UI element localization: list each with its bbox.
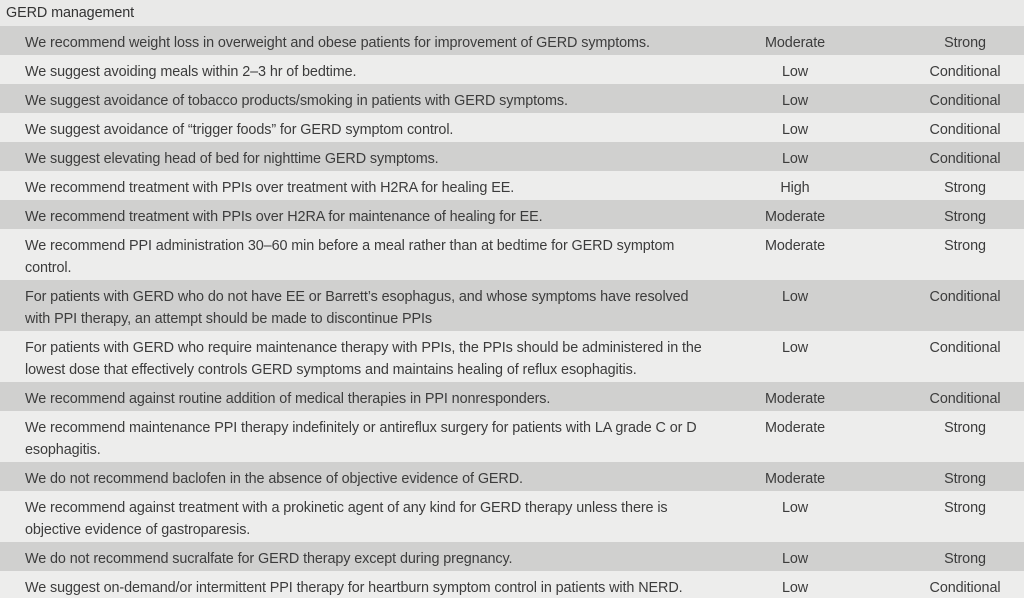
evidence-quality: High <box>780 180 810 196</box>
table-row: We recommend maintenance PPI therapy ind… <box>0 411 1024 462</box>
evidence-quality: Low <box>781 551 809 567</box>
table-row: We recommend treatment with PPIs over H2… <box>0 200 1024 229</box>
recommendations-table: We recommend weight loss in overweight a… <box>0 26 1024 598</box>
recommendation-text: We recommend maintenance PPI therapy ind… <box>25 420 697 458</box>
evidence-quality: Low <box>781 500 809 516</box>
recommendation-text: We recommend against routine addition of… <box>25 391 551 407</box>
recommendation-text: We suggest avoidance of “trigger foods” … <box>25 122 454 138</box>
recommendation-text: We recommend PPI administration 30–60 mi… <box>25 238 675 276</box>
evidence-quality: Moderate <box>765 420 825 436</box>
recommendation-text: We suggest avoiding meals within 2–3 hr … <box>25 64 357 80</box>
table-row: We recommend PPI administration 30–60 mi… <box>0 229 1024 280</box>
table-row: We suggest elevating head of bed for nig… <box>0 142 1024 171</box>
recommendation-text: For patients with GERD who require maint… <box>25 340 702 378</box>
recommendation-text: For patients with GERD who do not have E… <box>25 289 689 327</box>
table-row: For patients with GERD who do not have E… <box>0 280 1024 331</box>
evidence-quality: Low <box>781 64 809 80</box>
recommendation-text: We suggest elevating head of bed for nig… <box>25 151 439 167</box>
recommendation-text: We suggest on-demand/or intermittent PPI… <box>25 580 683 596</box>
recommendation-strength: Conditional <box>929 151 1001 167</box>
evidence-quality: Moderate <box>765 391 825 407</box>
table-row: We do not recommend sucralfate for GERD … <box>0 542 1024 571</box>
recommendation-text: We recommend treatment with PPIs over H2… <box>25 209 543 225</box>
recommendation-text: We do not recommend baclofen in the abse… <box>25 471 523 487</box>
table-row: We suggest on-demand/or intermittent PPI… <box>0 571 1024 598</box>
evidence-quality: Low <box>781 340 809 356</box>
recommendation-strength: Strong <box>944 420 986 436</box>
recommendation-text: We suggest avoidance of tobacco products… <box>25 93 568 109</box>
recommendation-strength: Strong <box>944 209 986 225</box>
recommendation-strength: Conditional <box>929 93 1001 109</box>
recommendation-strength: Conditional <box>929 391 1001 407</box>
recommendation-strength: Conditional <box>929 340 1001 356</box>
evidence-quality: Moderate <box>765 209 825 225</box>
table-row: We recommend treatment with PPIs over tr… <box>0 171 1024 200</box>
recommendation-strength: Conditional <box>929 122 1001 138</box>
table-row: We recommend against routine addition of… <box>0 382 1024 411</box>
evidence-quality: Low <box>781 289 809 305</box>
evidence-quality: Low <box>781 122 809 138</box>
recommendation-strength: Strong <box>944 180 986 196</box>
table-row: We recommend against treatment with a pr… <box>0 491 1024 542</box>
recommendation-strength: Strong <box>944 551 986 567</box>
recommendation-strength: Strong <box>944 500 986 516</box>
recommendation-strength: Conditional <box>929 580 1001 596</box>
recommendation-text: We recommend treatment with PPIs over tr… <box>25 180 515 196</box>
recommendation-strength: Strong <box>944 471 986 487</box>
table-row: For patients with GERD who require maint… <box>0 331 1024 382</box>
table-row: We suggest avoidance of tobacco products… <box>0 84 1024 113</box>
recommendation-text: We recommend against treatment with a pr… <box>25 500 668 538</box>
evidence-quality: Low <box>781 580 809 596</box>
table-row: We recommend weight loss in overweight a… <box>0 26 1024 55</box>
table-row: We do not recommend baclofen in the abse… <box>0 462 1024 491</box>
evidence-quality: Moderate <box>765 35 825 51</box>
recommendation-strength: Strong <box>944 238 986 254</box>
evidence-quality: Low <box>781 151 809 167</box>
table-row: We suggest avoidance of “trigger foods” … <box>0 113 1024 142</box>
recommendation-strength: Strong <box>944 35 986 51</box>
recommendation-text: We recommend weight loss in overweight a… <box>25 35 650 51</box>
section-title: GERD management <box>0 0 1024 26</box>
evidence-quality: Low <box>781 93 809 109</box>
table-row: We suggest avoiding meals within 2–3 hr … <box>0 55 1024 84</box>
evidence-quality: Moderate <box>765 238 825 254</box>
evidence-quality: Moderate <box>765 471 825 487</box>
recommendation-text: We do not recommend sucralfate for GERD … <box>25 551 513 567</box>
recommendation-strength: Conditional <box>929 64 1001 80</box>
recommendation-strength: Conditional <box>929 289 1001 305</box>
